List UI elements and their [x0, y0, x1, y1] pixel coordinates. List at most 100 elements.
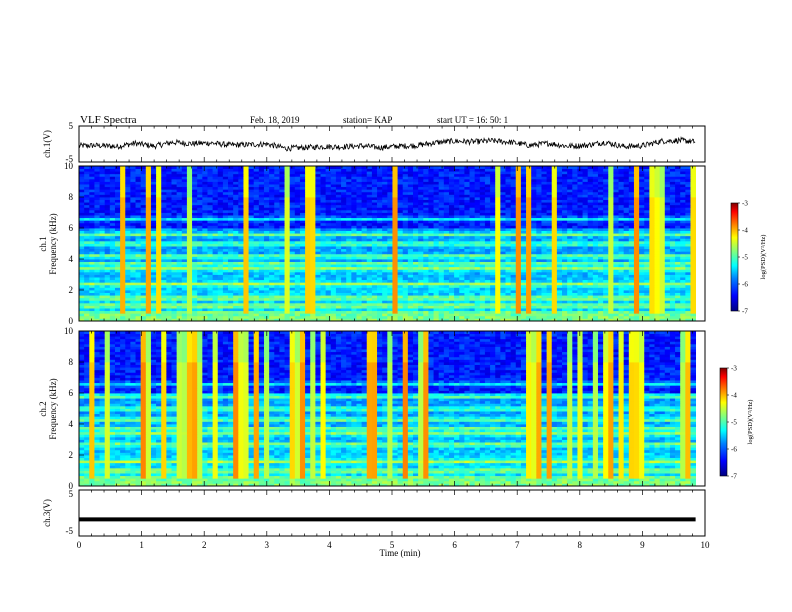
- spectrogram-cell: [577, 222, 583, 226]
- spectrogram-cell: [335, 271, 342, 275]
- spectrogram-cell: [536, 220, 542, 224]
- spectrogram-cell: [228, 266, 234, 270]
- spectrogram-cell: [628, 261, 635, 265]
- spectrogram-cell: [633, 240, 640, 244]
- spectrogram-cell: [649, 295, 655, 299]
- spectrogram-cell: [413, 233, 419, 237]
- spectrogram-cell: [171, 240, 178, 244]
- spectrogram-cell: [649, 287, 655, 291]
- spectrogram-cell: [125, 235, 131, 239]
- spectrogram-cell: [536, 240, 542, 244]
- spectrogram-cell: [325, 225, 332, 229]
- spectrogram-cell: [479, 269, 486, 273]
- spectrogram-cell: [541, 308, 547, 312]
- spectrogram-cell: [587, 269, 594, 273]
- spectrogram-cell: [212, 313, 219, 317]
- spectrogram-cell: [94, 246, 100, 250]
- spectrogram-cell: [120, 243, 126, 247]
- spectrogram-cell: [371, 292, 378, 296]
- spectrogram-cell: [510, 277, 517, 281]
- spectrogram-cell: [125, 253, 131, 257]
- spectrogram-cell: [186, 238, 193, 242]
- spectrogram-cell: [623, 300, 630, 304]
- spectrogram-cell: [371, 284, 378, 288]
- spectrogram-cell: [428, 225, 434, 229]
- spectrogram-cell: [305, 300, 311, 304]
- spectrogram-cell: [464, 225, 470, 229]
- spectrogram-cell: [320, 264, 327, 268]
- spectrogram-cell: [567, 313, 573, 317]
- spectrogram-cell: [587, 274, 594, 278]
- spectrogram-cell: [382, 308, 388, 312]
- spectrogram-cell: [510, 284, 517, 288]
- spectrogram-cell: [145, 287, 152, 291]
- spectrogram-cell: [464, 230, 470, 234]
- spectrogram-cell: [433, 264, 440, 268]
- spectrogram-cell: [402, 215, 409, 219]
- spectrogram-cell: [120, 220, 126, 224]
- spectrogram-cell: [418, 228, 424, 231]
- spectrogram-cell: [228, 238, 234, 242]
- spectrogram-cell: [238, 256, 244, 260]
- spectrogram-cell: [592, 300, 599, 304]
- spectrogram-cell: [454, 222, 460, 226]
- spectrogram-cell: [659, 279, 666, 283]
- spectrogram-cell: [680, 243, 686, 247]
- spectrogram-cell: [413, 271, 419, 275]
- spectrogram-cell: [279, 225, 285, 229]
- spectrogram-cell: [279, 277, 285, 281]
- spectrogram-cell: [320, 269, 327, 273]
- spectrogram-cell: [325, 233, 332, 237]
- spectrogram-cell: [536, 222, 542, 226]
- spectrogram-cell: [274, 318, 280, 322]
- spectrogram-cell: [222, 318, 229, 322]
- spectrogram-cell: [515, 318, 522, 322]
- spectrogram-cell: [644, 264, 650, 268]
- spectrogram-cell: [248, 256, 255, 260]
- spectrogram-cell: [597, 251, 604, 255]
- spectrogram-cell: [305, 228, 311, 231]
- spectrogram-cell: [212, 251, 219, 255]
- spectrogram-cell: [186, 274, 193, 278]
- spectrogram-cell: [341, 305, 347, 309]
- spectrogram-cell: [505, 279, 512, 283]
- spectrogram-cell: [243, 220, 249, 224]
- spectrogram-cell: [505, 290, 512, 293]
- spectrogram-cell: [279, 259, 285, 262]
- spectrogram-cell: [613, 318, 619, 322]
- spectrogram-cell: [366, 225, 373, 229]
- spectrogram-cell: [325, 284, 332, 288]
- spectrogram-cell: [479, 240, 486, 244]
- spectrogram-cell: [572, 279, 578, 283]
- spectrogram-cell: [572, 230, 578, 234]
- spectrogram-cell: [320, 230, 327, 234]
- spectrogram-cell: [428, 251, 434, 255]
- spectrogram-cell: [608, 300, 614, 304]
- spectrogram-cell: [459, 271, 465, 275]
- spectrogram-cell: [351, 302, 357, 306]
- spectrogram-cell: [407, 230, 414, 234]
- spectrogram-cell: [212, 279, 219, 283]
- spectrogram-cell: [84, 256, 90, 260]
- spectrogram-cell: [279, 313, 285, 317]
- spectrogram-cell: [587, 318, 594, 322]
- spectrogram-cell: [623, 248, 630, 252]
- spectrogram-cell: [459, 238, 465, 242]
- spectrogram-cell: [505, 308, 512, 312]
- spectrogram-cell: [685, 295, 691, 299]
- spectrogram-cell: [351, 284, 357, 288]
- spectrogram-cell: [567, 318, 573, 322]
- spectrogram-cell: [603, 248, 609, 252]
- spectrogram-cell: [89, 230, 95, 234]
- spectrogram-cell: [459, 284, 465, 288]
- spectrogram-cell: [633, 253, 640, 257]
- spectrogram-cell: [120, 315, 126, 319]
- spectrogram-cell: [510, 295, 517, 299]
- spectrogram-cell: [346, 287, 352, 291]
- spectrogram-cell: [192, 318, 198, 322]
- spectrogram-cell: [459, 318, 465, 322]
- spectrogram-cell: [500, 271, 506, 275]
- spectrogram-cell: [418, 253, 424, 257]
- spectrogram-cell: [228, 313, 234, 317]
- spectrogram-cell: [690, 279, 697, 283]
